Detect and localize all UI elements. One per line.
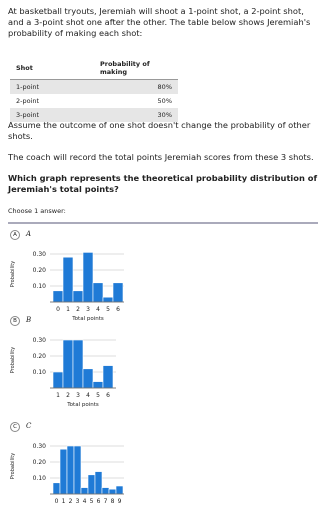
y-tick-label: 0.20 <box>33 267 47 274</box>
graph: Probability 0.10 0.20 0.30 0 1 2 3 4 5 6 Total poin… <box>10 251 124 322</box>
x-tick-label: 5 <box>96 392 100 399</box>
x-tick-label: 8 <box>111 498 115 505</box>
choice-label: B <box>26 316 32 324</box>
y-axis-label: Probability <box>10 453 16 479</box>
y-tick-label: 0.30 <box>33 443 47 450</box>
x-axis-label: Total points <box>71 316 104 322</box>
x-tick-label: 2 <box>66 392 70 399</box>
x-tick-label: 5 <box>90 498 94 505</box>
x-tick-label: 6 <box>116 306 120 313</box>
choose-label: Choose 1 answer: <box>8 207 66 215</box>
graph: Probability 0.10 0.20 0.30 0 1 2 3 4 5 6 7 8 9 <box>10 443 124 505</box>
bar <box>52 371 64 389</box>
bar <box>59 448 68 495</box>
y-tick-label: 0.30 <box>33 337 47 344</box>
header-cell: Shot <box>10 57 94 80</box>
bar <box>101 487 110 495</box>
x-tick-label: 4 <box>96 306 100 313</box>
probability-table: Shot Probability of making 1-point 80% 2-p… <box>10 57 178 122</box>
y-tick-label: 0.30 <box>33 251 47 258</box>
bar <box>72 290 84 303</box>
cell: 80% <box>94 79 178 94</box>
bar <box>66 445 75 495</box>
x-tick-label: 4 <box>83 498 87 505</box>
y-tick-label: 0.10 <box>33 283 47 290</box>
y-axis-label: Probability <box>10 347 16 373</box>
choice-label: C <box>26 422 32 430</box>
bar <box>102 365 114 389</box>
x-tick-label: 2 <box>76 306 80 313</box>
x-tick-label: 7 <box>104 498 108 505</box>
cell: 3-point <box>10 108 94 122</box>
y-tick-label: 0.20 <box>33 353 47 360</box>
bar <box>80 487 89 495</box>
x-tick-label: 5 <box>106 306 110 313</box>
bar <box>82 252 94 303</box>
bar <box>112 282 124 303</box>
bar <box>52 290 64 303</box>
bar <box>73 445 82 495</box>
y-tick-label: 0.10 <box>33 475 47 482</box>
x-tick-label: 6 <box>106 392 110 399</box>
x-tick-label: 3 <box>76 392 80 399</box>
x-tick-label: 3 <box>76 498 80 505</box>
x-tick-label: 3 <box>86 306 90 313</box>
cell: 30% <box>94 108 178 122</box>
x-tick-label: 9 <box>118 498 122 505</box>
y-axis-label: Probability <box>10 261 16 287</box>
bar <box>52 482 61 495</box>
bar <box>92 282 104 303</box>
assumption: Assume the outcome of one shot doesn't c… <box>8 120 311 141</box>
x-tick-label: 6 <box>97 498 101 505</box>
choice-label: A <box>26 230 32 238</box>
bar <box>92 381 104 389</box>
coach-text: The coach will record the total points J… <box>8 152 314 162</box>
x-tick-label: 1 <box>56 392 60 399</box>
intro: At basketball tryouts, Jeremiah will sho… <box>8 6 311 38</box>
bar <box>108 488 117 495</box>
x-tick-label: 0 <box>56 306 60 313</box>
bar <box>102 296 114 303</box>
cell: 50% <box>157 97 172 105</box>
prompt: Which graph represents the theoretical p… <box>8 173 318 194</box>
bar <box>62 339 74 389</box>
choice-letter[interactable]: C <box>10 422 20 432</box>
bar <box>115 485 124 495</box>
choice-letter[interactable]: B <box>10 316 20 326</box>
bar <box>72 339 84 389</box>
cell: 2-point <box>16 97 40 105</box>
graph: Probability 0.10 0.20 0.30 1 2 3 4 5 6 Total point… <box>10 337 116 408</box>
x-tick-label: 4 <box>86 392 90 399</box>
y-tick-label: 0.20 <box>33 459 47 466</box>
header-cell: Probability of making <box>94 57 178 80</box>
x-tick-label: 2 <box>69 498 73 505</box>
bar <box>87 474 96 495</box>
separator <box>8 222 318 224</box>
choice-letter[interactable]: A <box>10 230 20 240</box>
x-tick-label: 1 <box>66 306 70 313</box>
y-tick-label: 0.10 <box>33 369 47 376</box>
cell: 1-point <box>10 79 94 94</box>
x-tick-label: 0 <box>55 498 59 505</box>
bar <box>94 471 103 495</box>
bar <box>82 368 94 389</box>
x-tick-label: 1 <box>62 498 66 505</box>
x-axis-label: Total points <box>66 402 99 408</box>
bar <box>62 256 74 303</box>
